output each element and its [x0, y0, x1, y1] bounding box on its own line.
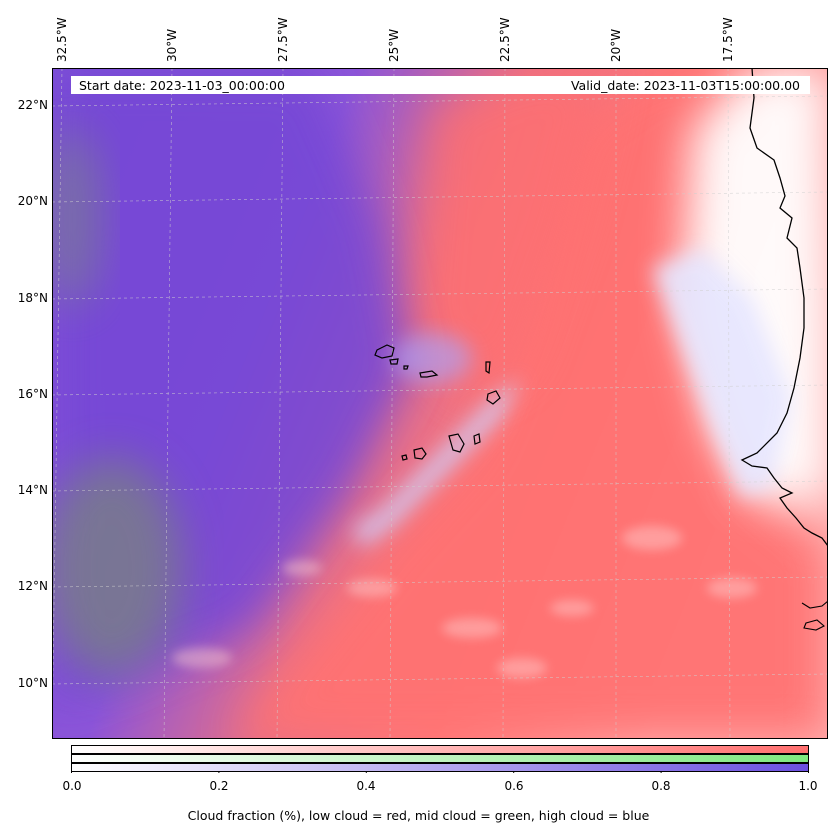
colorbar	[71, 745, 809, 773]
valid-date: Valid_date: 2023-11-03T15:00:00.00	[570, 78, 800, 93]
cloud-fraction-map	[52, 68, 828, 739]
graticule	[52, 68, 828, 739]
colorbar-tick-label: 0.4	[356, 779, 376, 793]
african-coastline	[801, 600, 828, 631]
lon-label: 22.5°W	[498, 17, 512, 62]
clear-sky-region	[652, 248, 792, 498]
lat-label: 12°N	[17, 579, 48, 593]
lon-label: 17.5°W	[721, 17, 735, 62]
lon-label: 25°W	[387, 28, 401, 62]
low-cloud-region	[232, 68, 828, 739]
colorbar-tick-label: 0.0	[62, 779, 82, 793]
colorbar-tick-label: 0.6	[504, 779, 524, 793]
lon-label: 20°W	[609, 28, 623, 62]
cape-verde-islands	[374, 344, 501, 461]
colorbar-mid-cloud	[71, 754, 809, 763]
mid-cloud-region	[52, 128, 102, 308]
colorbar-label: Cloud fraction (%), low cloud = red, mid…	[187, 808, 650, 823]
lon-label: 27.5°W	[276, 17, 290, 62]
mid-cloud-region	[52, 458, 182, 678]
colorbar-tick-label: 0.2	[209, 779, 229, 793]
colorbar-tick-label: 0.8	[651, 779, 671, 793]
lat-label: 16°N	[17, 387, 48, 401]
lon-label: 30°W	[165, 28, 179, 62]
colorbar-high-cloud	[71, 763, 809, 772]
colorbar-ticks	[71, 772, 809, 773]
colorbar-tick-label: 1.0	[798, 779, 818, 793]
date-info-box	[71, 76, 810, 94]
lat-label: 18°N	[17, 291, 48, 305]
thin-cloud-streak	[352, 378, 522, 548]
start-date: Start date: 2023-11-03_00:00:00	[79, 78, 285, 93]
colorbar-low-cloud	[71, 745, 809, 754]
low-cloud-region	[412, 68, 612, 398]
lat-label: 14°N	[17, 483, 48, 497]
lon-label: 32.5°W	[55, 17, 69, 62]
cloud-texture	[172, 526, 757, 678]
lat-label: 20°N	[17, 194, 48, 208]
map-frame	[52, 68, 828, 739]
lat-label: 22°N	[17, 98, 48, 112]
african-coastline	[740, 68, 828, 547]
thin-cloud-streak	[392, 333, 472, 383]
lat-label: 10°N	[17, 676, 48, 690]
